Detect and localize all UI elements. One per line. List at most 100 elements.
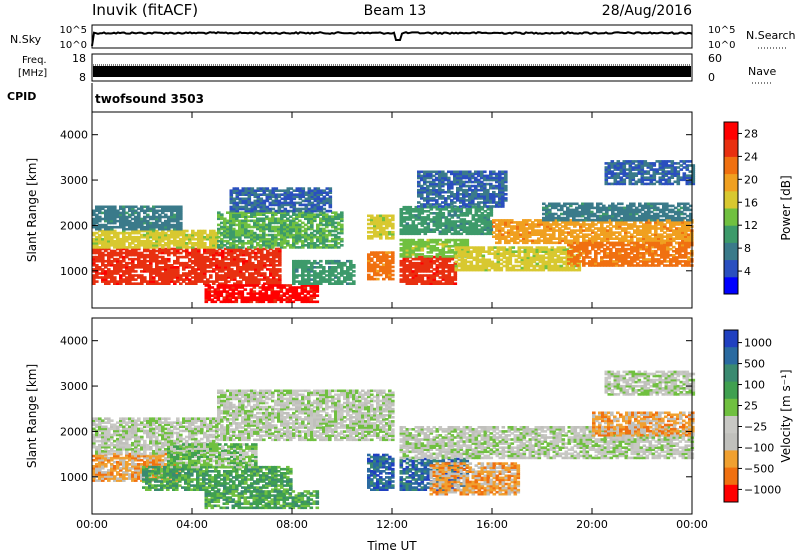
power-cell (322, 197, 327, 201)
power-cell (450, 186, 454, 190)
power-cell (391, 261, 395, 265)
power-cell (465, 172, 469, 176)
power-cell (241, 207, 246, 211)
power-cell (278, 261, 282, 265)
power-cell (155, 244, 159, 247)
power-cell (295, 209, 300, 213)
power-cell (271, 191, 276, 194)
power-cell (146, 242, 150, 245)
power-cell (408, 230, 413, 233)
power-cell (502, 248, 507, 251)
power-cell (498, 197, 502, 200)
power-cell (254, 280, 258, 283)
power-cell (454, 246, 459, 249)
power-cell (402, 255, 407, 258)
power-cell (504, 176, 508, 180)
power-cell (131, 268, 135, 271)
power-cell (298, 197, 303, 201)
power-cell (319, 223, 323, 227)
power-cell (146, 237, 150, 241)
power-cell (217, 213, 221, 216)
power-cell (271, 207, 276, 211)
power-cell (288, 298, 293, 302)
power-cell (295, 270, 299, 273)
power-cell (441, 274, 446, 277)
power-cell (223, 217, 227, 221)
power-cell (420, 228, 425, 231)
power-cell (478, 258, 483, 262)
power-cell (480, 220, 485, 223)
power-cell (402, 247, 407, 250)
power-cell (107, 264, 111, 267)
power-cell (277, 221, 281, 225)
power-cell (466, 268, 471, 272)
power-cell (113, 211, 117, 215)
power-cell (295, 261, 299, 265)
power-cell (468, 197, 472, 200)
power-cell (289, 215, 293, 218)
power-cell (256, 233, 260, 237)
power-cell (107, 205, 111, 209)
power-cell (444, 218, 449, 221)
power-cell (402, 216, 407, 219)
power-cell (435, 178, 439, 182)
power-cell (447, 238, 452, 242)
power-cell (232, 213, 236, 216)
power-cell (260, 266, 264, 269)
power-cell (459, 220, 464, 223)
power-cell (275, 249, 279, 253)
power-cell (262, 205, 267, 209)
power-cell (242, 264, 246, 267)
power-cell (238, 191, 243, 194)
power-cell (223, 235, 227, 239)
power-cell (149, 215, 153, 219)
power-cell (453, 178, 457, 182)
power-cell (505, 268, 510, 272)
power-cell (104, 278, 108, 281)
power-cell (122, 239, 126, 243)
power-cell (429, 278, 434, 281)
power-cell (432, 178, 436, 182)
power-cell (286, 209, 291, 213)
power-cell (465, 170, 469, 174)
power-cell (315, 294, 320, 297)
power-cell (429, 257, 434, 261)
power-cell (176, 246, 180, 249)
power-cell (131, 207, 135, 211)
power-cell (426, 238, 431, 242)
power-cell (250, 187, 255, 190)
power-cell (435, 222, 440, 225)
power-cell (300, 288, 305, 291)
power-cell (426, 210, 431, 213)
power-cell (241, 201, 246, 205)
power-cell (179, 215, 183, 219)
power-cell (232, 189, 237, 192)
power-cell (253, 205, 258, 209)
power-cell (101, 211, 105, 215)
power-cell (92, 274, 96, 277)
power-cell (268, 217, 272, 221)
power-cell (253, 201, 258, 205)
power-cell (292, 193, 297, 196)
power-cell (490, 248, 495, 251)
power-cell (288, 288, 293, 291)
power-cell (134, 227, 138, 231)
power-cell (250, 231, 254, 235)
power-cell (465, 244, 470, 248)
power-cell (373, 265, 377, 269)
power-cell (268, 229, 272, 233)
power-cell (200, 278, 204, 281)
power-cell (229, 246, 233, 249)
power-cell (313, 189, 318, 192)
power-cell (486, 228, 491, 231)
power-cell (471, 184, 475, 188)
power-cell (307, 280, 311, 283)
power-cell (420, 186, 424, 190)
power-cell (319, 189, 324, 192)
power-cell (218, 253, 222, 257)
power-cell (167, 209, 171, 213)
power-cell (487, 264, 492, 268)
power-cell (316, 193, 321, 196)
power-cell (298, 225, 302, 229)
power-cell (152, 280, 156, 283)
